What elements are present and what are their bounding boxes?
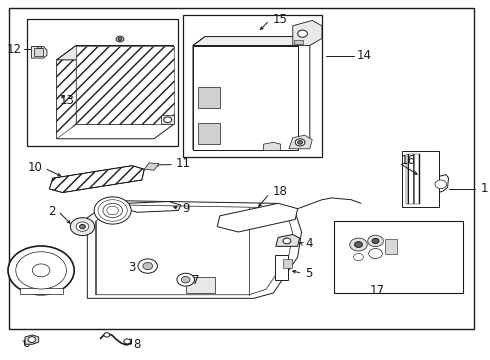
- Circle shape: [138, 259, 157, 273]
- Circle shape: [177, 273, 195, 286]
- Polygon shape: [161, 116, 173, 125]
- Text: 6: 6: [22, 337, 29, 350]
- Polygon shape: [76, 45, 173, 125]
- Bar: [275, 255, 289, 280]
- Polygon shape: [293, 21, 322, 45]
- Text: 19: 19: [15, 263, 30, 276]
- Polygon shape: [87, 201, 301, 298]
- Bar: [37, 45, 41, 48]
- Polygon shape: [193, 45, 297, 149]
- Circle shape: [32, 264, 50, 277]
- Polygon shape: [125, 202, 181, 212]
- Circle shape: [116, 36, 124, 42]
- Circle shape: [372, 238, 379, 243]
- Polygon shape: [144, 163, 159, 170]
- Bar: [283, 259, 292, 268]
- Text: 1: 1: [480, 183, 488, 195]
- Text: 8: 8: [133, 338, 141, 351]
- Text: 4: 4: [305, 237, 313, 250]
- Bar: [334, 221, 463, 293]
- Circle shape: [124, 339, 131, 344]
- Circle shape: [76, 222, 89, 231]
- Text: 10: 10: [27, 161, 43, 174]
- Circle shape: [94, 197, 131, 224]
- Bar: [27, 19, 178, 146]
- Circle shape: [355, 242, 363, 247]
- Circle shape: [8, 246, 74, 295]
- Polygon shape: [264, 142, 281, 150]
- Circle shape: [70, 218, 95, 235]
- Text: 3: 3: [129, 261, 136, 274]
- Text: 2: 2: [48, 205, 55, 218]
- Bar: [186, 277, 215, 293]
- Text: 7: 7: [192, 274, 199, 287]
- Text: 17: 17: [369, 284, 385, 297]
- Bar: [406, 154, 420, 204]
- Circle shape: [354, 253, 364, 261]
- Bar: [183, 15, 322, 157]
- Circle shape: [368, 248, 382, 258]
- Text: 9: 9: [182, 202, 189, 215]
- Polygon shape: [57, 45, 76, 139]
- Bar: [9, 8, 474, 329]
- Text: 15: 15: [272, 13, 287, 26]
- Polygon shape: [57, 45, 173, 60]
- Text: 12: 12: [7, 42, 22, 55]
- Polygon shape: [31, 46, 47, 58]
- Text: 11: 11: [176, 157, 191, 170]
- Circle shape: [295, 139, 305, 146]
- Bar: [34, 48, 43, 56]
- Circle shape: [104, 333, 110, 337]
- Bar: [294, 40, 302, 44]
- Circle shape: [181, 276, 190, 283]
- Text: 16: 16: [401, 154, 416, 167]
- Text: 18: 18: [272, 185, 287, 198]
- Circle shape: [283, 238, 291, 244]
- Circle shape: [103, 203, 122, 218]
- Circle shape: [350, 238, 368, 251]
- Bar: [198, 87, 220, 108]
- Text: 14: 14: [357, 49, 372, 62]
- Circle shape: [143, 262, 152, 270]
- Circle shape: [368, 235, 383, 247]
- Circle shape: [118, 38, 122, 41]
- Bar: [385, 239, 397, 253]
- Polygon shape: [289, 135, 312, 149]
- Polygon shape: [193, 37, 310, 45]
- Bar: [402, 151, 439, 207]
- Text: 5: 5: [305, 267, 312, 280]
- Circle shape: [28, 337, 36, 342]
- Polygon shape: [193, 37, 310, 149]
- Text: 13: 13: [60, 94, 75, 107]
- Polygon shape: [276, 234, 299, 246]
- Circle shape: [16, 252, 67, 289]
- Polygon shape: [49, 166, 144, 193]
- Circle shape: [297, 30, 307, 37]
- Circle shape: [79, 225, 85, 229]
- Polygon shape: [57, 45, 173, 139]
- Circle shape: [164, 117, 171, 123]
- Circle shape: [435, 180, 446, 189]
- Circle shape: [297, 140, 302, 144]
- Bar: [198, 123, 220, 144]
- Polygon shape: [20, 288, 63, 294]
- Polygon shape: [25, 335, 39, 344]
- Polygon shape: [218, 203, 297, 232]
